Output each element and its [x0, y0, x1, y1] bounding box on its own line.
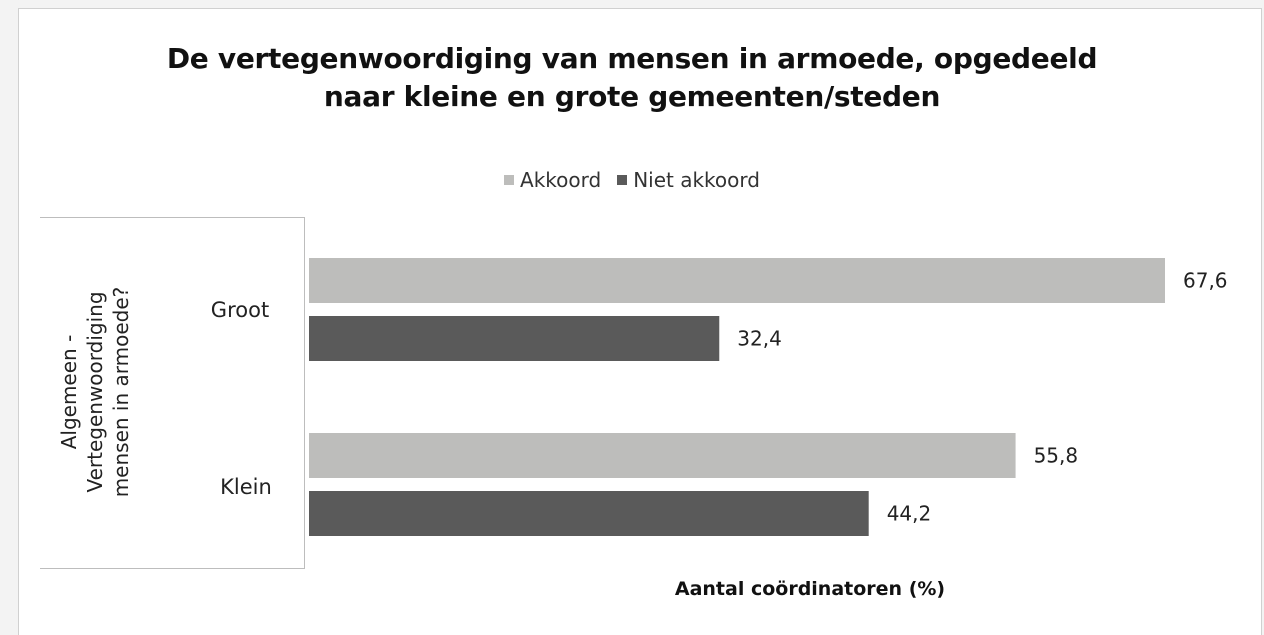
category-label-klein: Klein — [220, 475, 272, 499]
legend-item-akkoord: Akkoord — [504, 168, 601, 192]
value-label-klein-akkoord: 55,8 — [1034, 444, 1079, 468]
legend-item-niet-akkoord: Niet akkoord — [617, 168, 760, 192]
chart-title-line-1: De vertegenwoordiging van mensen in armo… — [166, 42, 1098, 75]
value-label-groot-akkoord: 67,6 — [1183, 269, 1228, 293]
legend: Akkoord Niet akkoord — [0, 168, 1264, 192]
legend-label-akkoord: Akkoord — [520, 168, 602, 192]
legend-swatch-akkoord — [504, 175, 515, 185]
bar-klein-niet-akkoord — [309, 491, 869, 536]
chart-title: De vertegenwoordiging van mensen in armo… — [0, 40, 1264, 116]
legend-swatch-niet-akkoord — [617, 175, 628, 185]
value-label-groot-niet-akkoord: 32,4 — [737, 327, 782, 351]
chart-title-line-2: naar kleine en grote gemeenten/steden — [323, 80, 941, 113]
bar-groot-akkoord — [309, 258, 1165, 303]
bar-klein-akkoord — [309, 433, 1016, 478]
category-axis-box — [40, 217, 305, 569]
value-label-klein-niet-akkoord: 44,2 — [887, 502, 932, 526]
category-label-groot: Groot — [210, 298, 270, 322]
legend-label-niet-akkoord: Niet akkoord — [633, 168, 760, 192]
bar-groot-niet-akkoord — [309, 316, 720, 361]
x-axis-label: Aantal coördinatoren (%) — [674, 578, 946, 600]
